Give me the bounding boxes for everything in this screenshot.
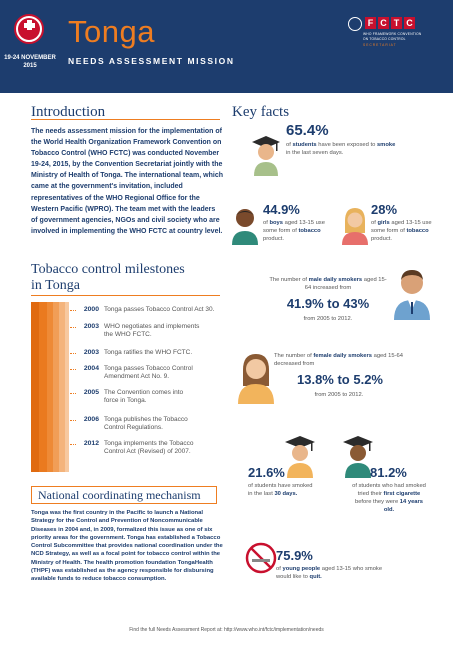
fact-students-smoke-value: 65.4%: [286, 122, 329, 139]
fact-male-text: The number of male daily smokers aged 15…: [269, 277, 387, 291]
man-icon: [394, 270, 430, 320]
milestone-year: 2006: [83, 416, 99, 423]
national-heading: National coordinating mechanism: [38, 488, 201, 502]
who-globe-icon: [348, 17, 362, 31]
header-banner: [0, 0, 453, 93]
milestone-connector: [70, 327, 76, 328]
fact-first-cig-text: of students who had smoked tried their f…: [352, 483, 426, 513]
fact-female-text: The number of female daily smokers aged …: [274, 353, 403, 367]
milestone-connector: [70, 444, 76, 445]
fact-quit-value: 75.9%: [276, 548, 313, 563]
fctc-logo: F C T C: [365, 17, 415, 29]
fact-30days-value: 21.6%: [248, 465, 285, 480]
fctc-letter: C: [378, 17, 389, 29]
milestone-year: 2004: [83, 365, 99, 372]
intro-divider: [31, 119, 220, 120]
date-line-1: 19-24 NOVEMBER: [4, 55, 56, 61]
national-text: Tonga was the first country in the Pacif…: [31, 510, 223, 583]
fact-boys-value: 44.9%: [263, 202, 300, 217]
page-title: Tonga: [68, 14, 155, 49]
fact-boys-text: of boys aged 13-15 use some form of toba…: [263, 220, 325, 242]
no-smoking-icon: [245, 542, 277, 574]
fctc-subtitle-2: ON TOBACCO CONTROL: [363, 37, 406, 41]
fact-female-range: from 2005 to 2012.: [314, 392, 364, 398]
milestone-year: 2003: [83, 349, 99, 356]
graduate-student-icon: [343, 436, 373, 478]
intro-text: The needs assessment mission for the imp…: [31, 128, 223, 235]
milestone-text: The Convention comes into force in Tonga…: [104, 389, 184, 404]
milestones-heading: Tobacco control milestones in Tonga: [31, 262, 185, 293]
key-facts-heading: Key facts: [232, 104, 290, 120]
fctc-subtitle-1: WHO FRAMEWORK CONVENTION: [363, 32, 422, 36]
fact-male-value: 41.9% to 43%: [286, 296, 370, 311]
milestone-year: 2005: [83, 389, 99, 396]
fact-students-smoke-text: of students have been exposed to smoke i…: [286, 142, 396, 156]
milestone-text: Tonga implements the Tobacco Control Act…: [104, 440, 194, 455]
milestone-bar: [31, 302, 39, 472]
fctc-subtitle-3: SECRETARIAT: [363, 43, 397, 47]
fctc-letter: T: [391, 17, 402, 29]
milestone-text: Tonga ratifies the WHO FCTC.: [104, 349, 193, 356]
milestones-divider: [31, 295, 220, 296]
milestone-text: Tonga passes Tobacco Control Act 30.: [104, 306, 215, 313]
milestone-connector: [70, 353, 76, 354]
page-subtitle: NEEDS ASSESSMENT MISSION: [68, 56, 235, 66]
milestone-year: 2000: [83, 306, 99, 313]
milestone-connector: [70, 420, 76, 421]
milestone-year: 2012: [83, 440, 99, 447]
fact-female-value: 13.8% to 5.2%: [297, 372, 383, 387]
milestone-year: 2003: [83, 323, 99, 330]
milestone-text: WHO negotiates and implements the WHO FC…: [104, 323, 200, 338]
footer-link-text: Find the full Needs Assessment Report at…: [129, 627, 324, 633]
national-heading-box: [31, 486, 217, 504]
milestone-connector: [70, 393, 76, 394]
fctc-letter: C: [404, 17, 415, 29]
boy-icon: [232, 209, 258, 245]
milestone-connector: [70, 310, 76, 311]
fact-girls-value: 28%: [371, 202, 398, 217]
fact-30days-text: of students have smoked in the last 30 d…: [248, 483, 313, 497]
milestone-text: Tonga passes Tobacco Control Amendment A…: [104, 365, 193, 380]
girl-icon: [342, 208, 368, 245]
fact-first-cig-value: 81.2%: [370, 465, 407, 480]
fctc-letter: F: [365, 17, 376, 29]
fact-quit-text: of young people aged 13-15 who smoke wou…: [276, 566, 383, 580]
intro-heading: Introduction: [31, 104, 106, 120]
flag-cross-horizontal: [23, 22, 35, 28]
graduate-student-icon: [285, 436, 315, 478]
graduate-student-icon: [252, 136, 280, 176]
milestone-connector: [70, 369, 76, 370]
milestone-text: Tonga publishes the Tobacco Control Regu…: [104, 416, 188, 431]
fact-male-range: from 2005 to 2012.: [303, 316, 353, 322]
woman-icon: [238, 354, 274, 404]
fact-girls-text: of girls aged 13-15 use some form of tob…: [371, 220, 432, 242]
date-line-2: 2015: [23, 63, 37, 69]
